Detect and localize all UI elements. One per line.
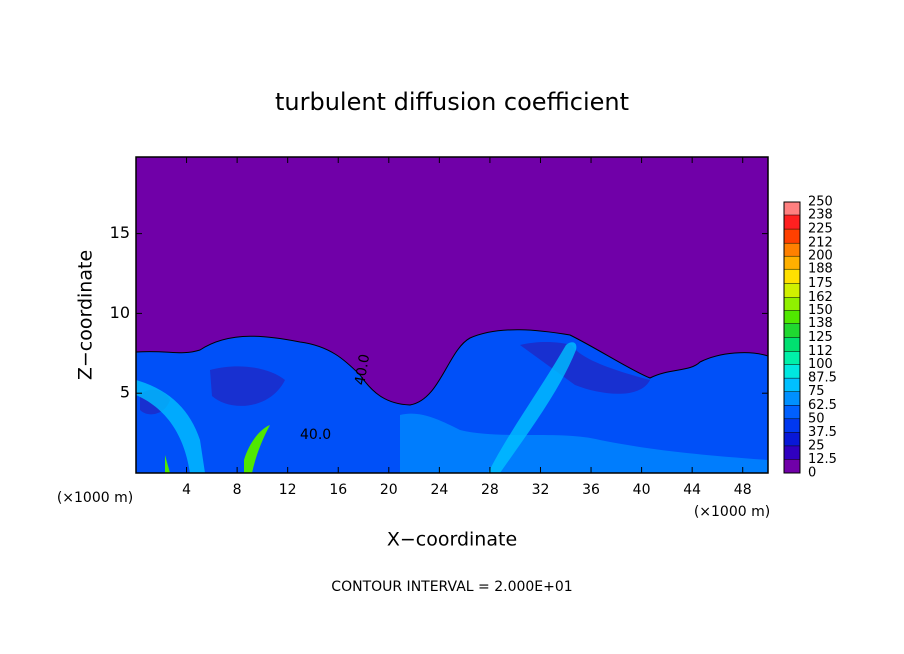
plot-frame <box>135 156 769 474</box>
colorbar-tick-label: 87.5 <box>808 371 837 386</box>
x-tick-label: 8 <box>233 482 242 498</box>
field-region <box>136 329 768 473</box>
field-region <box>400 413 768 473</box>
x-tick-label: 12 <box>279 482 297 498</box>
colorbar-tick-label: 188 <box>808 262 833 277</box>
field-region <box>210 366 285 406</box>
colorbar-swatch <box>784 337 800 352</box>
colorbar-tick-label: 50 <box>808 411 825 426</box>
field-region <box>136 380 205 473</box>
field-region <box>520 341 650 394</box>
colorbar-tick-label: 12.5 <box>808 452 837 467</box>
x-axis-label: X−coordinate <box>387 529 517 551</box>
colorbar-swatch <box>784 432 800 446</box>
colorbar-tick-label: 25 <box>808 438 825 453</box>
colorbar-swatch <box>784 418 800 433</box>
colorbar-swatch <box>784 269 800 284</box>
colorbar-tick-label: 175 <box>808 276 833 291</box>
colorbar-swatch <box>784 351 800 365</box>
colorbar-tick-label: 225 <box>808 222 833 237</box>
colorbar-swatch <box>784 445 800 460</box>
x-tick-label: 20 <box>380 482 398 498</box>
colorbar-tick-label: 100 <box>808 357 833 372</box>
colorbar-tick-label: 125 <box>808 330 833 345</box>
colorbar-tick-label: 62.5 <box>808 398 837 413</box>
field-region <box>488 342 577 473</box>
colorbar-swatch <box>784 283 800 298</box>
field-region <box>244 425 270 473</box>
colorbar-swatch <box>784 391 800 406</box>
colorbar-swatch <box>784 405 800 419</box>
x-tick-label: 48 <box>734 482 752 498</box>
colorbar-swatch <box>784 310 800 324</box>
x-tick-label: 32 <box>532 482 550 498</box>
y-tick-label: 10 <box>110 303 130 322</box>
colorbar-swatch <box>784 323 800 338</box>
x-tick-label: 24 <box>430 482 448 498</box>
footer: CONTOUR INTERVAL = 2.000E+01 <box>331 579 572 595</box>
colorbar-swatch <box>784 378 800 392</box>
field <box>135 329 769 473</box>
colorbar-swatch <box>784 215 800 230</box>
colorbar-tick-label: 75 <box>808 384 825 399</box>
contour-line <box>135 329 769 406</box>
colorbar-swatch <box>784 364 800 379</box>
colorbar-tick-label: 238 <box>808 208 833 223</box>
contour-label: 40.0 <box>352 353 373 386</box>
x-tick-label: 16 <box>329 482 347 498</box>
colorbar-tick-label: 200 <box>808 249 833 264</box>
y-tick-label: 5 <box>120 383 130 402</box>
colorbar-swatch <box>784 459 800 473</box>
x-tick-label: 28 <box>481 482 499 498</box>
contour-label: 40.0 <box>300 427 331 443</box>
colorbar-tick-label: 250 <box>808 195 833 210</box>
colorbar-tick-label: 37.5 <box>808 425 837 440</box>
colorbar-tick-label: 138 <box>808 316 833 331</box>
x-tick-label: 44 <box>683 482 701 498</box>
colorbar-swatch <box>784 256 800 270</box>
x-unit: (×1000 m) <box>694 504 770 520</box>
x-tick-label: 36 <box>582 482 600 498</box>
colorbar-swatch <box>784 243 800 257</box>
colorbar-swatch <box>784 202 800 216</box>
chart-title: turbulent diffusion coefficient <box>275 88 629 116</box>
colorbar-swatch <box>784 229 800 244</box>
colorbar-tick-label: 150 <box>808 303 833 318</box>
x-tick-label: 4 <box>182 482 191 498</box>
y-tick-label: 15 <box>110 223 130 242</box>
colorbar-tick-label: 212 <box>808 236 833 251</box>
colorbar-tick-label: 112 <box>808 344 833 359</box>
y-axis-label: Z−coordinate <box>75 250 97 380</box>
colorbar-tick-label: 0 <box>808 466 816 481</box>
x-unit: (×1000 m) <box>57 490 133 506</box>
colorbar-tick-label: 162 <box>808 290 833 305</box>
colorbar-swatch <box>784 297 800 311</box>
x-tick-label: 40 <box>633 482 651 498</box>
field-region <box>165 455 170 473</box>
